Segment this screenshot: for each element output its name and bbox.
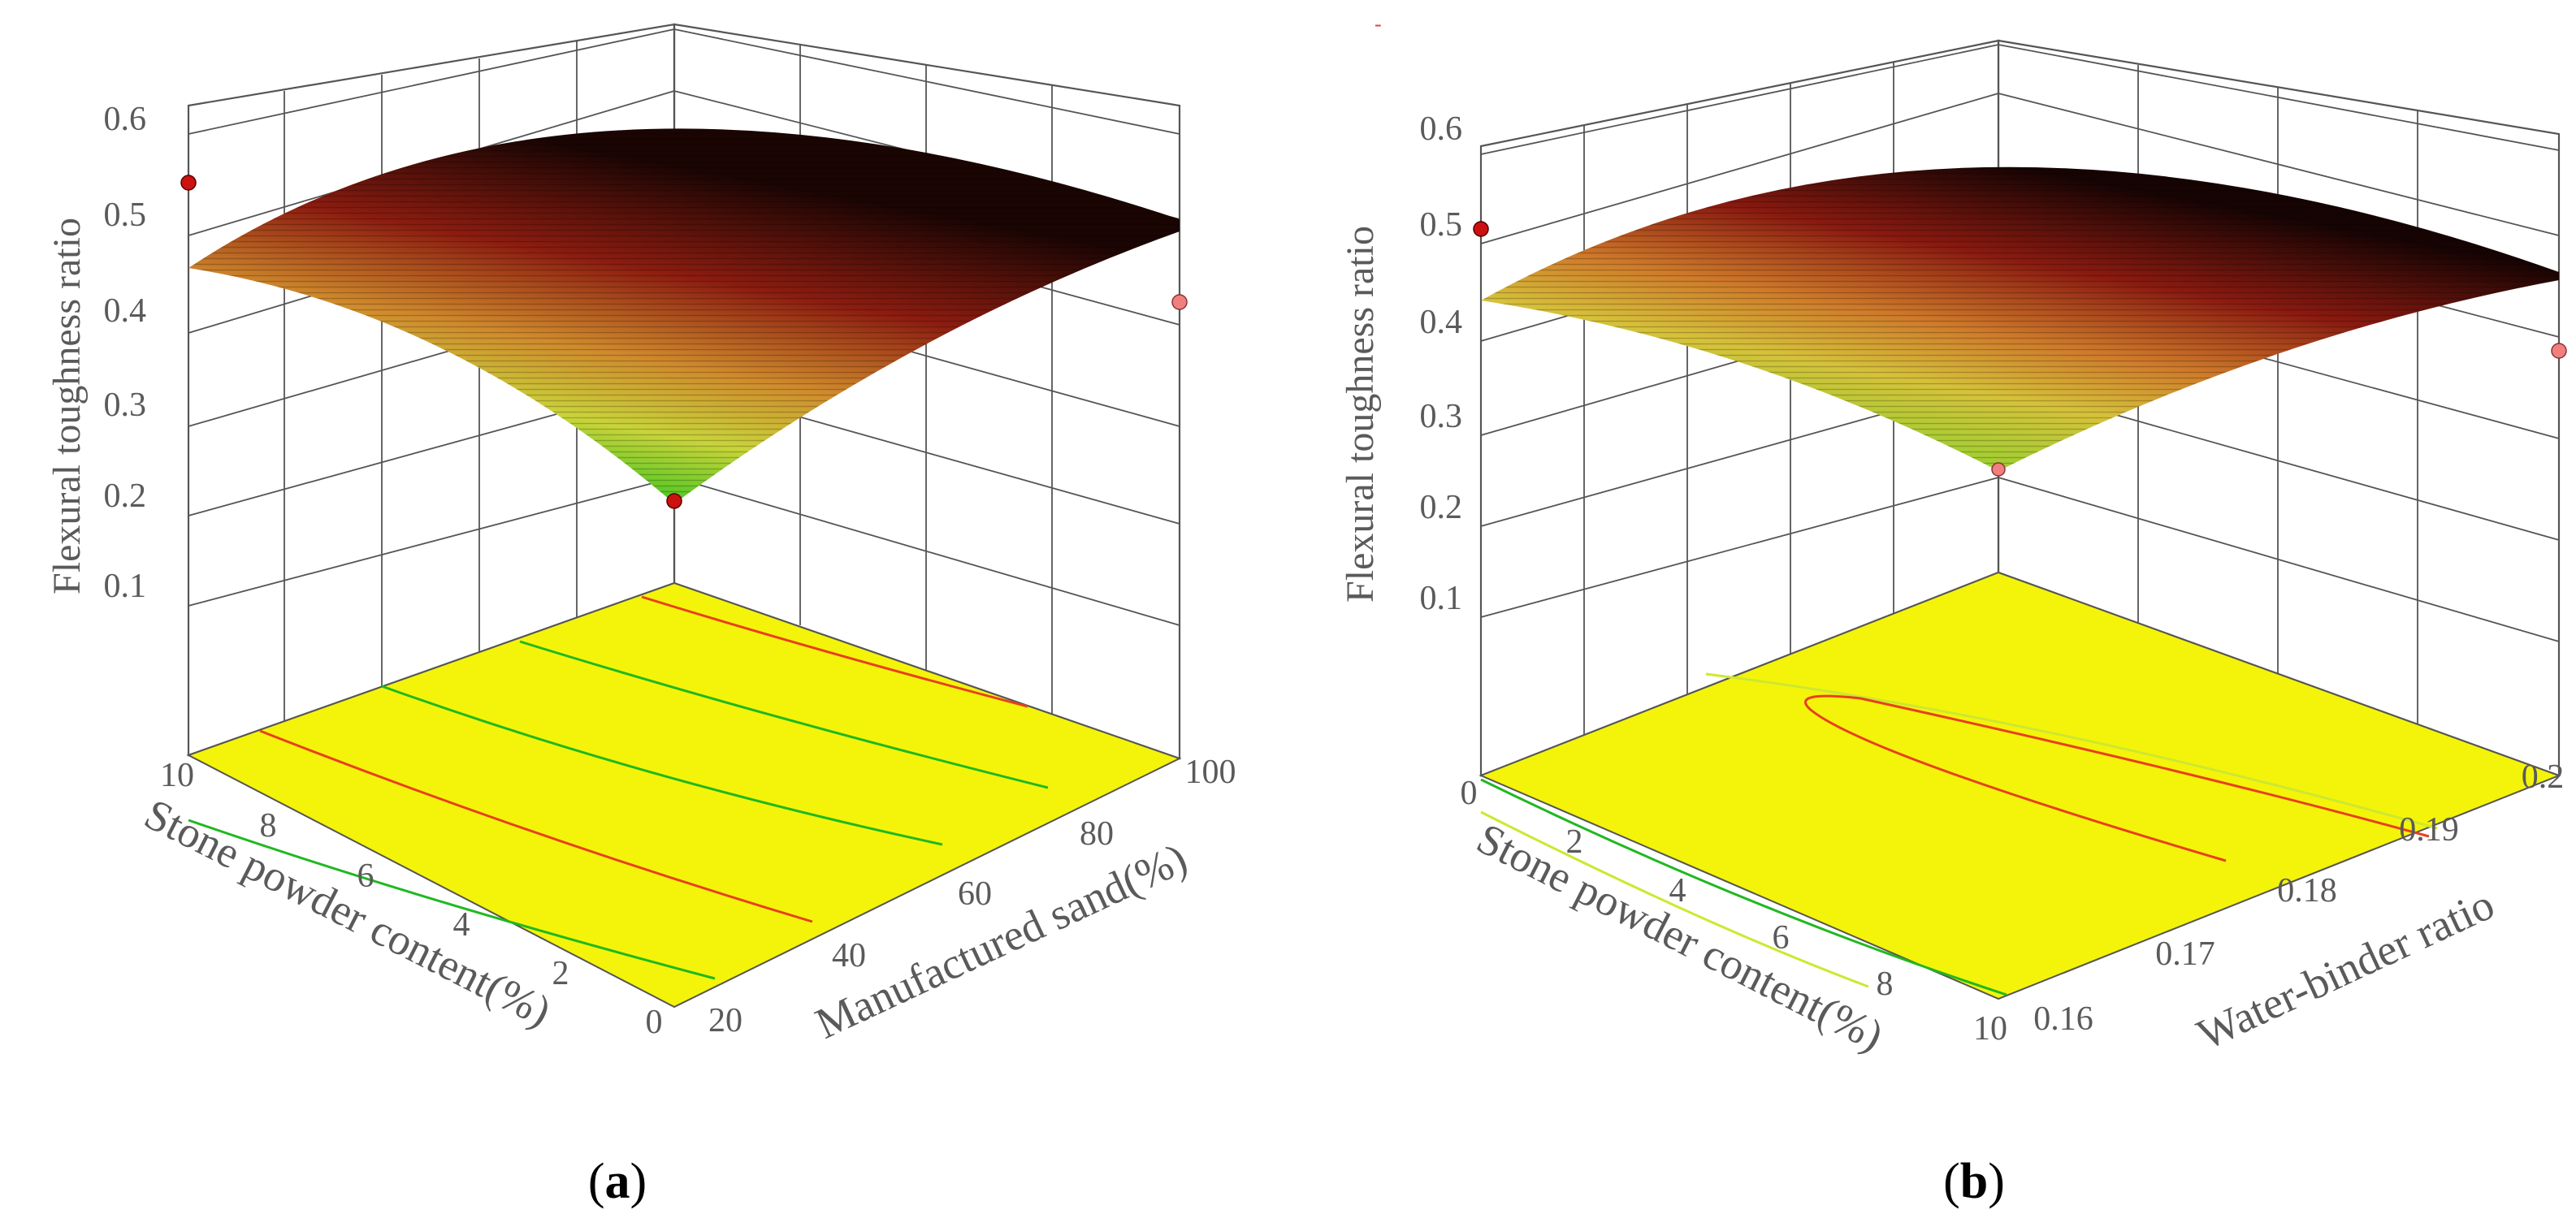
- panel-b: 0.1 0.2 0.3 0.4 0.5 0.6 Flexural toughne…: [1339, 39, 2567, 1209]
- panel-b-z-ticks: 0.1 0.2 0.3 0.4 0.5 0.6: [1420, 110, 1463, 617]
- panel-b-x-tick: 6: [1773, 919, 1790, 957]
- panel-b-z-label: Flexural toughness ratio: [1339, 226, 1382, 603]
- panel-a-caption: (a): [588, 1154, 647, 1209]
- panel-a-x-tick: 2: [552, 955, 569, 992]
- panel-b-z-tick: 0.2: [1420, 489, 1463, 526]
- panel-a-contours: [188, 595, 1049, 980]
- panel-a-z-tick: 0.5: [104, 197, 147, 234]
- panel-b-x-tick: 0: [1461, 775, 1478, 812]
- panel-b-contours: [1480, 672, 2438, 996]
- panel-b-y-tick: 0.2: [2522, 758, 2565, 796]
- panel-a-y-tick: 40: [832, 937, 866, 974]
- panel-b-x-tick: 10: [1973, 1010, 2007, 1048]
- panel-b-x-tick: 4: [1669, 872, 1686, 909]
- panel-a-x-tick: 0: [646, 1004, 663, 1041]
- panel-a-z-tick: 0.6: [104, 101, 147, 138]
- panel-b-design-point: [1991, 462, 2006, 477]
- panel-b-y-tick: 0.18: [2277, 872, 2337, 909]
- panel-a-z-label: Flexural toughness ratio: [45, 218, 89, 594]
- panel-a-x-ticks: 10 8 6 4 2 0: [160, 757, 663, 1041]
- panel-a-design-point: [1171, 294, 1188, 310]
- panel-b-x-ticks: 0 2 4 6 8 10: [1461, 775, 2008, 1048]
- panel-a-y-tick: 20: [708, 1002, 742, 1039]
- panel-a-z-tick: 0.2: [104, 477, 147, 515]
- panel-a-y-tick: 60: [958, 875, 992, 913]
- panel-a: 0.1 0.2 0.3 0.4 0.5 0.6 Flexural toughne…: [45, 23, 1236, 1209]
- panel-a-x-tick: 8: [260, 807, 277, 845]
- panel-b-z-tick: 0.1: [1420, 580, 1463, 617]
- panel-b-z-tick: 0.5: [1420, 206, 1463, 244]
- panel-a-z-tick: 0.4: [104, 292, 147, 330]
- panel-a-x-tick: 6: [357, 858, 374, 895]
- panel-b-design-point: [1473, 221, 1489, 237]
- panel-a-y-ticks: 20 40 60 80 100: [708, 754, 1236, 1039]
- panel-a-y-tick: 100: [1185, 754, 1236, 791]
- panel-a-y-tick: 80: [1080, 815, 1114, 853]
- panel-b-y-tick: 0.17: [2155, 935, 2215, 973]
- panel-b-y-ticks: 0.16 0.17 0.18 0.19 0.2: [2033, 758, 2564, 1038]
- panel-b-caption: (b): [1943, 1154, 2005, 1209]
- panel-b-z-tick: 0.3: [1420, 398, 1463, 435]
- panel-a-x-tick: 10: [160, 757, 194, 794]
- panel-a-design-point: [180, 175, 197, 191]
- panel-a-z-tick: 0.1: [104, 568, 147, 605]
- panel-b-y-label: Water-binder ratio: [2190, 879, 2501, 1059]
- panel-b-y-tick: 0.16: [2033, 1000, 2093, 1038]
- panel-b-z-tick: 0.6: [1420, 110, 1463, 148]
- panel-b-x-tick: 2: [1566, 823, 1583, 861]
- panel-b-y-tick: 0.19: [2399, 811, 2459, 849]
- panel-b-design-point: [2551, 343, 2567, 359]
- panel-b-x-tick: 8: [1877, 966, 1894, 1003]
- panel-a-x-tick: 4: [453, 906, 470, 944]
- panel-a-z-ticks: 0.1 0.2 0.3 0.4 0.5 0.6: [104, 101, 147, 605]
- stray-marker: -: [1375, 12, 1382, 36]
- panel-a-z-tick: 0.3: [104, 387, 147, 424]
- panel-a-design-point: [666, 493, 682, 509]
- panel-b-z-tick: 0.4: [1420, 304, 1463, 341]
